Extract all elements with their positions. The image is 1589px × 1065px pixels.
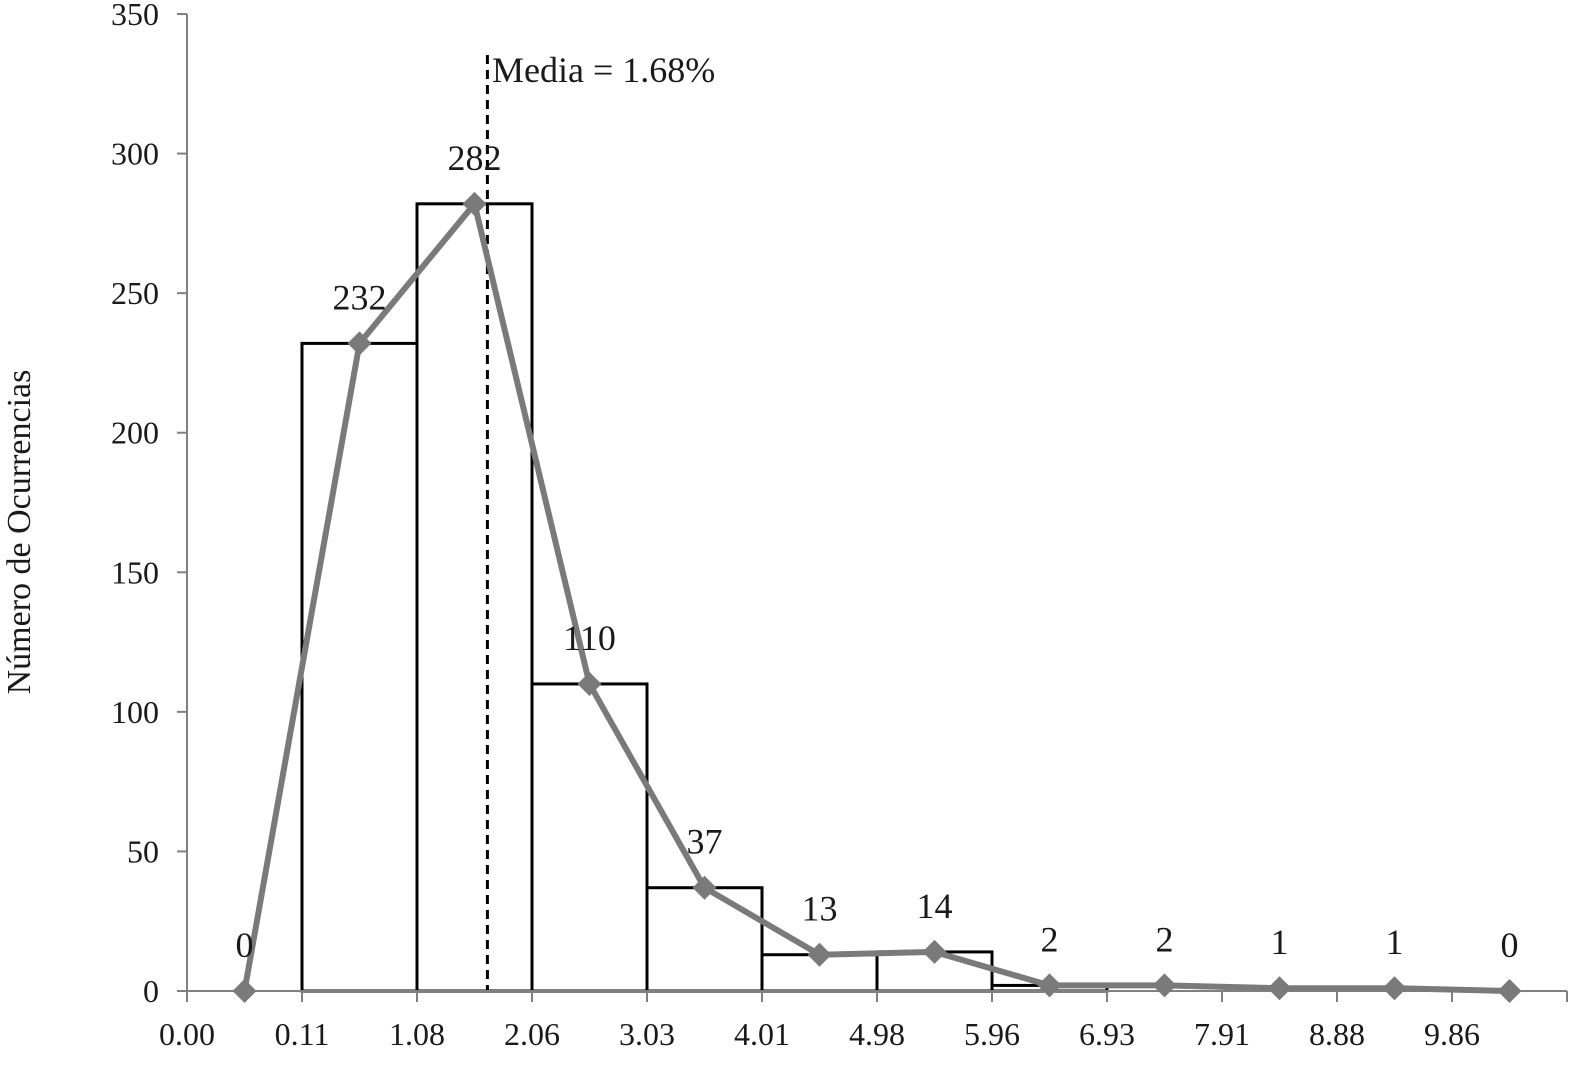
x-tick-label: 8.88 — [1309, 1016, 1365, 1052]
data-point-label: 110 — [563, 618, 616, 658]
data-point-marker — [1152, 973, 1177, 998]
data-point-marker — [922, 939, 947, 964]
data-point-marker — [1382, 976, 1407, 1001]
data-point-label: 2 — [1156, 919, 1174, 959]
y-tick-label: 250 — [111, 275, 159, 311]
data-point-label: 2 — [1041, 919, 1059, 959]
histogram-bar — [415, 202, 534, 993]
data-point-label: 0 — [1501, 925, 1519, 965]
data-point-label: 1 — [1386, 922, 1404, 962]
data-point-label: 13 — [802, 889, 838, 929]
data-point-marker — [577, 671, 602, 696]
data-point-marker — [1037, 973, 1062, 998]
data-point-marker — [692, 875, 717, 900]
data-point-marker — [807, 942, 832, 967]
x-tick-label: 2.06 — [504, 1016, 560, 1052]
histogram-bar — [645, 886, 764, 993]
y-tick-label: 350 — [111, 0, 159, 32]
data-point-marker — [232, 979, 257, 1003]
data-point-label: 232 — [333, 277, 387, 317]
y-tick-label: 150 — [111, 554, 159, 590]
y-axis-title: Número de Ocurrencias — [1, 370, 38, 695]
data-point-marker — [347, 331, 372, 356]
x-tick-label: 4.98 — [849, 1016, 905, 1052]
x-tick-label: 4.01 — [734, 1016, 790, 1052]
data-point-label: 37 — [687, 822, 723, 862]
bars-layer — [300, 202, 1109, 993]
data-point-marker — [462, 191, 487, 216]
frequency-polygon — [232, 191, 1522, 1003]
y-tick-label: 300 — [111, 136, 159, 172]
x-tick-label: 7.91 — [1194, 1016, 1250, 1052]
x-tick-label: 0.11 — [275, 1016, 330, 1052]
x-tick-label: 6.93 — [1079, 1016, 1135, 1052]
data-point-label: 282 — [448, 138, 502, 178]
x-tick-label: 5.96 — [964, 1016, 1020, 1052]
y-tick-label: 100 — [111, 694, 159, 730]
histogram-bar — [530, 682, 649, 993]
x-tick-label: 3.03 — [619, 1016, 675, 1052]
data-point-marker — [1267, 976, 1292, 1001]
data-point-marker — [1497, 979, 1522, 1003]
y-tick-label: 200 — [111, 415, 159, 451]
y-tick-label: 50 — [127, 833, 159, 869]
y-ticks: 0 50 100 150 200 250 300 350 — [111, 0, 187, 1009]
data-point-label: 14 — [917, 886, 953, 926]
x-tick-label: 0.00 — [159, 1016, 215, 1052]
x-ticks: 0.00 0.11 1.08 2.06 3.03 4.01 4.98 5.96 6.93 7.91… — [159, 991, 1568, 1052]
y-tick-label: 0 — [143, 973, 159, 1009]
series-line — [241, 200, 1510, 994]
data-point-label: 1 — [1271, 922, 1289, 962]
mean-annotation: Media = 1.68% — [492, 50, 715, 90]
x-tick-label: 1.08 — [389, 1016, 445, 1052]
data-point-label: 0 — [236, 925, 254, 965]
histogram-bar — [300, 341, 419, 993]
x-tick-label: 9.86 — [1424, 1016, 1480, 1052]
